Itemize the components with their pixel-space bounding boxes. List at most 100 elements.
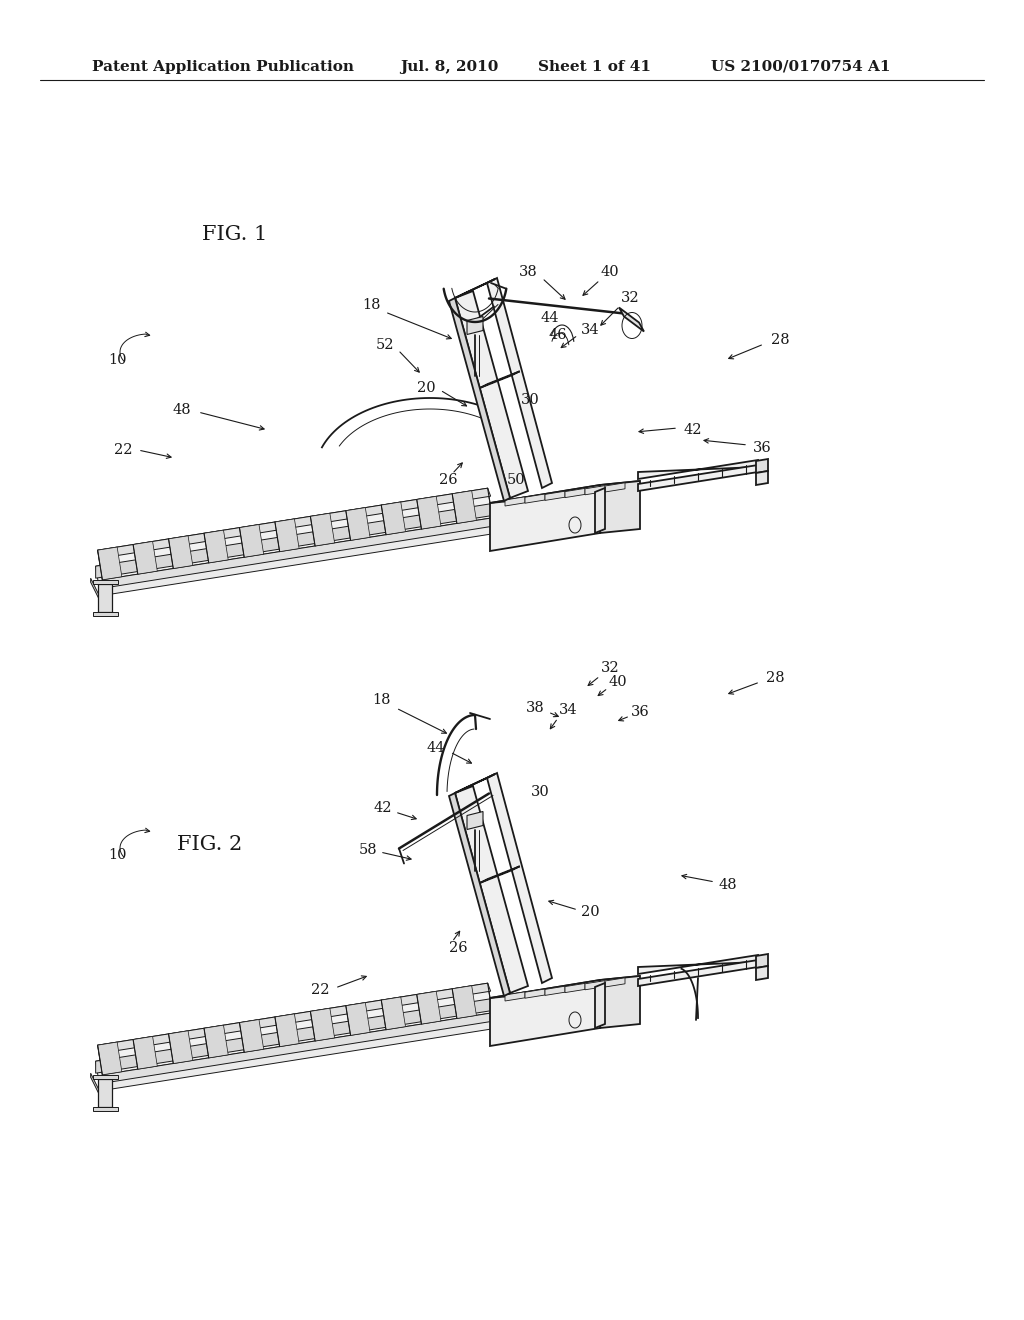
Polygon shape: [490, 975, 640, 998]
Polygon shape: [525, 989, 545, 998]
Polygon shape: [487, 774, 552, 983]
Text: 20: 20: [417, 381, 435, 395]
Polygon shape: [455, 774, 495, 793]
Text: Jul. 8, 2010: Jul. 8, 2010: [400, 59, 499, 74]
Text: 48: 48: [719, 878, 737, 892]
Polygon shape: [756, 459, 768, 473]
Polygon shape: [381, 997, 406, 1030]
Polygon shape: [346, 508, 370, 540]
Text: 36: 36: [631, 705, 649, 719]
Text: US 2100/0170754 A1: US 2100/0170754 A1: [711, 59, 891, 74]
Polygon shape: [274, 519, 299, 552]
Polygon shape: [346, 1003, 370, 1035]
Polygon shape: [95, 997, 506, 1090]
Polygon shape: [600, 480, 640, 533]
Polygon shape: [505, 991, 525, 1001]
Polygon shape: [274, 1014, 299, 1047]
Polygon shape: [204, 531, 228, 562]
Text: 42: 42: [684, 422, 702, 437]
Polygon shape: [480, 371, 520, 388]
Polygon shape: [93, 1106, 119, 1111]
Polygon shape: [605, 978, 625, 987]
Polygon shape: [638, 459, 758, 479]
Polygon shape: [467, 317, 483, 334]
Polygon shape: [95, 502, 501, 578]
Polygon shape: [487, 279, 552, 488]
Text: FIG. 1: FIG. 1: [203, 226, 267, 244]
Polygon shape: [91, 578, 105, 611]
Text: 44: 44: [541, 312, 559, 325]
Polygon shape: [467, 812, 483, 829]
Polygon shape: [95, 997, 501, 1073]
Polygon shape: [756, 966, 768, 979]
Polygon shape: [133, 541, 158, 574]
Polygon shape: [97, 488, 490, 558]
Text: 28: 28: [771, 333, 790, 347]
Text: 22: 22: [114, 444, 132, 457]
Polygon shape: [97, 1041, 122, 1074]
Text: 50: 50: [507, 473, 525, 487]
Text: 34: 34: [559, 704, 578, 717]
Polygon shape: [169, 536, 193, 569]
Text: 30: 30: [520, 393, 540, 407]
Polygon shape: [455, 290, 528, 498]
Polygon shape: [756, 954, 768, 968]
Text: 20: 20: [581, 906, 599, 919]
Polygon shape: [449, 298, 510, 502]
Polygon shape: [638, 954, 758, 974]
Polygon shape: [453, 491, 476, 524]
Polygon shape: [490, 480, 640, 503]
Text: 40: 40: [608, 675, 628, 689]
Polygon shape: [453, 986, 476, 1019]
Polygon shape: [98, 583, 113, 611]
Polygon shape: [381, 502, 406, 535]
Text: 18: 18: [362, 298, 381, 312]
Text: 36: 36: [753, 441, 771, 455]
Text: 40: 40: [601, 265, 620, 279]
Text: 28: 28: [766, 671, 784, 685]
Text: 34: 34: [581, 323, 599, 337]
Text: Patent Application Publication: Patent Application Publication: [92, 59, 354, 74]
Polygon shape: [204, 1026, 228, 1057]
Polygon shape: [525, 494, 545, 503]
Polygon shape: [455, 785, 528, 993]
Text: 10: 10: [109, 847, 127, 862]
Polygon shape: [638, 465, 758, 491]
Polygon shape: [595, 488, 605, 533]
Text: Sheet 1 of 41: Sheet 1 of 41: [538, 59, 651, 74]
Polygon shape: [93, 1074, 119, 1078]
Polygon shape: [565, 488, 585, 498]
Polygon shape: [605, 483, 625, 492]
Text: 30: 30: [530, 785, 549, 799]
Text: 18: 18: [373, 693, 391, 708]
Polygon shape: [102, 1012, 496, 1082]
Text: FIG. 2: FIG. 2: [177, 836, 243, 854]
Text: 38: 38: [525, 701, 545, 715]
Polygon shape: [618, 308, 644, 331]
Polygon shape: [102, 517, 496, 587]
Polygon shape: [545, 986, 565, 995]
Text: 32: 32: [621, 290, 639, 305]
Text: 44: 44: [427, 741, 445, 755]
Polygon shape: [97, 488, 493, 579]
Polygon shape: [600, 975, 640, 1028]
Polygon shape: [545, 491, 565, 500]
Text: 48: 48: [173, 403, 191, 417]
Polygon shape: [97, 546, 122, 579]
Polygon shape: [585, 486, 605, 495]
Text: 10: 10: [109, 352, 127, 367]
Polygon shape: [93, 579, 119, 583]
Polygon shape: [310, 1008, 335, 1041]
Polygon shape: [417, 496, 441, 529]
Polygon shape: [169, 1031, 193, 1064]
Text: 22: 22: [310, 983, 330, 997]
Text: 26: 26: [438, 473, 458, 487]
Polygon shape: [95, 502, 506, 595]
Polygon shape: [98, 1078, 113, 1106]
Text: 58: 58: [358, 843, 377, 857]
Polygon shape: [240, 524, 263, 557]
Polygon shape: [97, 983, 493, 1074]
Polygon shape: [756, 471, 768, 484]
Polygon shape: [638, 960, 758, 986]
Polygon shape: [97, 983, 490, 1053]
